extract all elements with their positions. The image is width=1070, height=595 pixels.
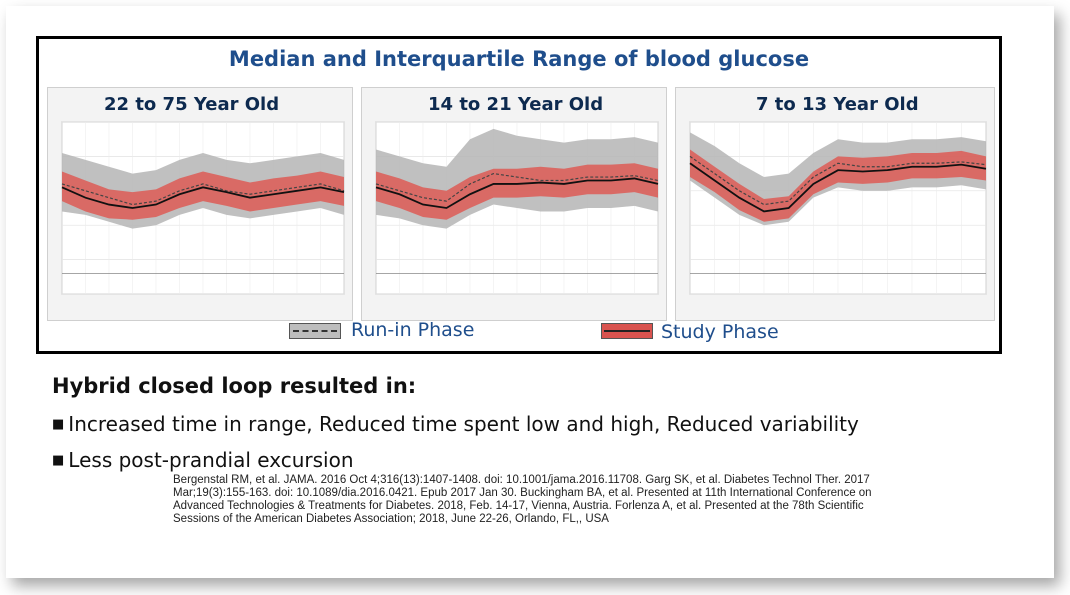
summary-heading: Hybrid closed loop resulted in: bbox=[52, 374, 417, 398]
slide: Median and Interquartile Range of blood … bbox=[6, 6, 1054, 578]
study-swatch-icon bbox=[601, 323, 653, 339]
figure-title: Median and Interquartile Range of blood … bbox=[228, 47, 810, 71]
run-in-median-line bbox=[375, 172, 659, 202]
legend-study: Study Phase bbox=[601, 317, 841, 347]
run-in-median-line bbox=[689, 155, 987, 206]
chart-panel-22-75: 22 to 75 Year Old bbox=[47, 87, 353, 321]
square-bullet-icon: ■ bbox=[52, 453, 65, 468]
run-in-median-line bbox=[61, 183, 345, 206]
chart-svg bbox=[61, 121, 345, 295]
chart-svg bbox=[689, 121, 987, 295]
chart-panel-7-13: 7 to 13 Year Old bbox=[675, 87, 995, 321]
legend-label: Study Phase bbox=[661, 321, 779, 343]
study-median-line bbox=[375, 177, 659, 209]
panel-title: 22 to 75 Year Old bbox=[104, 94, 280, 115]
chart-svg bbox=[375, 121, 659, 295]
bullet-text: Increased time in range, Reduced time sp… bbox=[68, 412, 859, 436]
references: Bergenstal RM, et al. JAMA. 2016 Oct 4;3… bbox=[173, 474, 872, 525]
chart-panel-14-21: 14 to 21 Year Old bbox=[361, 87, 667, 321]
panel-title: 14 to 21 Year Old bbox=[428, 94, 604, 115]
bullet-item: ■ Increased time in range, Reduced time s… bbox=[52, 412, 859, 436]
study-median-line bbox=[689, 162, 987, 213]
run-in-swatch-icon bbox=[289, 323, 341, 339]
legend-label: Run-in Phase bbox=[351, 319, 475, 341]
bullet-text: Less post-prandial excursion bbox=[68, 448, 354, 472]
panel-title: 7 to 13 Year Old bbox=[756, 94, 919, 115]
study-median-line bbox=[61, 186, 345, 209]
legend-run-in: Run-in Phase bbox=[289, 317, 529, 347]
bullet-item: ■ Less post-prandial excursion bbox=[52, 448, 354, 472]
square-bullet-icon: ■ bbox=[52, 417, 65, 432]
chart-figure-frame: Median and Interquartile Range of blood … bbox=[36, 36, 1002, 354]
